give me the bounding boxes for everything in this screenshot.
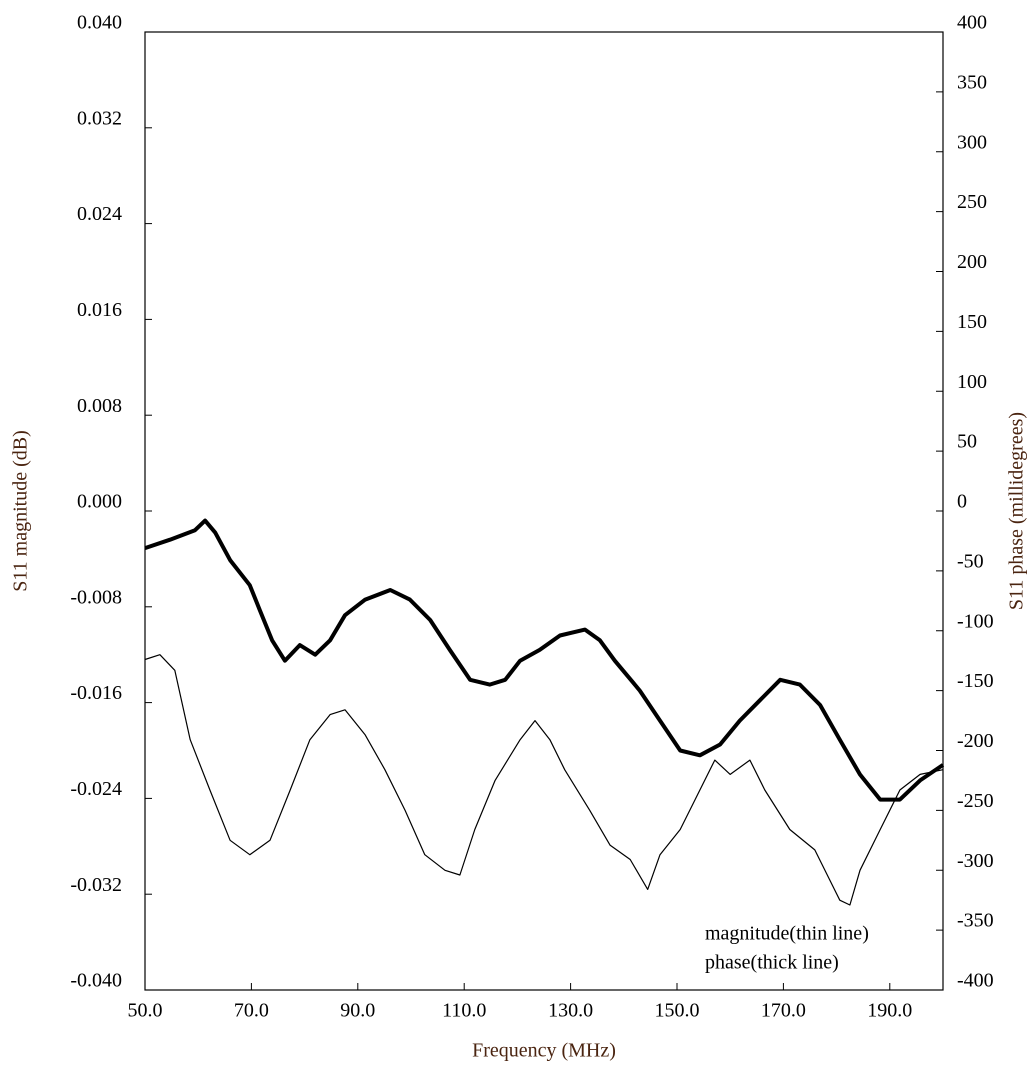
y2-tick-label: -50: [957, 550, 984, 572]
y-tick-label: 0.008: [77, 395, 122, 417]
x-tick-label: 90.0: [340, 1000, 375, 1022]
x-tick-label: 170.0: [761, 1000, 806, 1022]
annotation: magnitude(thin line): [705, 923, 869, 945]
y-axis-title: S11 magnitude (dB): [10, 430, 32, 591]
y2-tick-label: -250: [957, 790, 994, 812]
y2-tick-label: 50: [957, 431, 977, 453]
y-tick-label: 0.032: [77, 107, 122, 129]
y2-tick-label: 250: [957, 191, 987, 213]
plot-frame: [144, 31, 944, 991]
y2-tick-label: 150: [957, 311, 987, 333]
x-tick-label: 70.0: [234, 1000, 269, 1022]
y-tick-label: -0.032: [70, 874, 122, 896]
y2-tick-label: 400: [957, 12, 987, 34]
annotation: phase(thick line): [705, 952, 839, 974]
y-tick-label: -0.008: [70, 586, 122, 608]
y2-tick-label: -200: [957, 730, 994, 752]
y2-tick-label: 300: [957, 131, 987, 153]
y2-tick-label: 100: [957, 371, 987, 393]
y2-tick-label: 0: [957, 491, 967, 513]
y2-tick-label: -400: [957, 970, 994, 992]
y2-tick-label: -300: [957, 850, 994, 872]
y-tick-label: 0.040: [77, 12, 122, 34]
x-tick-label: 50.0: [128, 1000, 163, 1022]
y2-axis-title: S11 phase (millidegrees): [1006, 412, 1028, 610]
data-line: [144, 654, 944, 906]
data-line: [144, 518, 945, 802]
x-tick-label: 110.0: [442, 1000, 486, 1022]
y-tick-label: 0.024: [77, 203, 122, 225]
y2-tick-label: -350: [957, 910, 994, 932]
y2-tick-label: -150: [957, 670, 994, 692]
x-axis-title: Frequency (MHz): [472, 1040, 616, 1062]
x-tick-label: 130.0: [548, 1000, 593, 1022]
y2-tick-label: -100: [957, 610, 994, 632]
x-tick-label: 150.0: [655, 1000, 700, 1022]
y-tick-label: -0.016: [70, 682, 122, 704]
y2-tick-label: 350: [957, 71, 987, 93]
y-tick-label: -0.040: [70, 970, 122, 992]
y-tick-label: 0.016: [77, 299, 122, 321]
y-tick-label: -0.024: [70, 778, 122, 800]
y2-tick-label: 200: [957, 251, 987, 273]
y-tick-label: 0.000: [77, 491, 122, 513]
x-tick-label: 190.0: [867, 1000, 912, 1022]
